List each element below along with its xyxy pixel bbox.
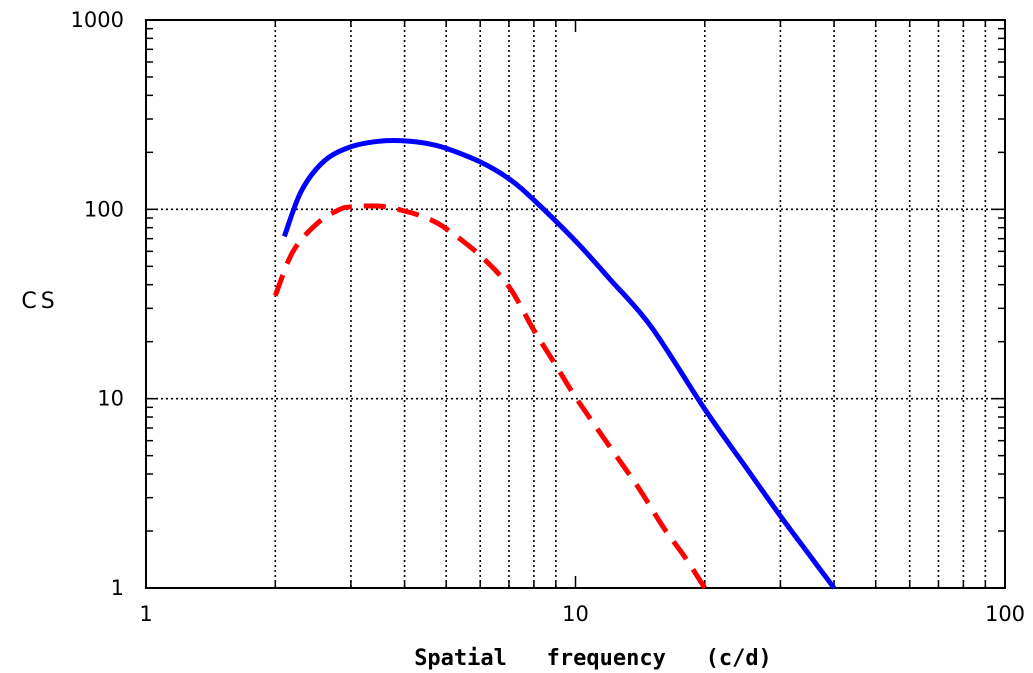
x-tick-label: 100 [985, 602, 1025, 626]
series-dashed-line [272, 203, 707, 590]
y-tick-label: 10 [97, 387, 124, 411]
x-tick-label: 10 [562, 602, 589, 626]
x-tick-label: 1 [139, 602, 152, 626]
tick-labels: 1 10 100 1 10 100 1000 [71, 8, 1026, 626]
y-axis-label: CS [21, 289, 58, 314]
y-tick-label: 100 [84, 197, 124, 221]
y-tick-label: 1 [111, 576, 124, 600]
x-axis-label: Spatial frequency (c/d) [414, 646, 772, 671]
y-tick-label: 1000 [71, 8, 124, 32]
grid [146, 20, 1005, 588]
axis-ticks [145, 20, 1005, 589]
series-layer [272, 138, 837, 590]
series-solid-line [282, 138, 837, 590]
